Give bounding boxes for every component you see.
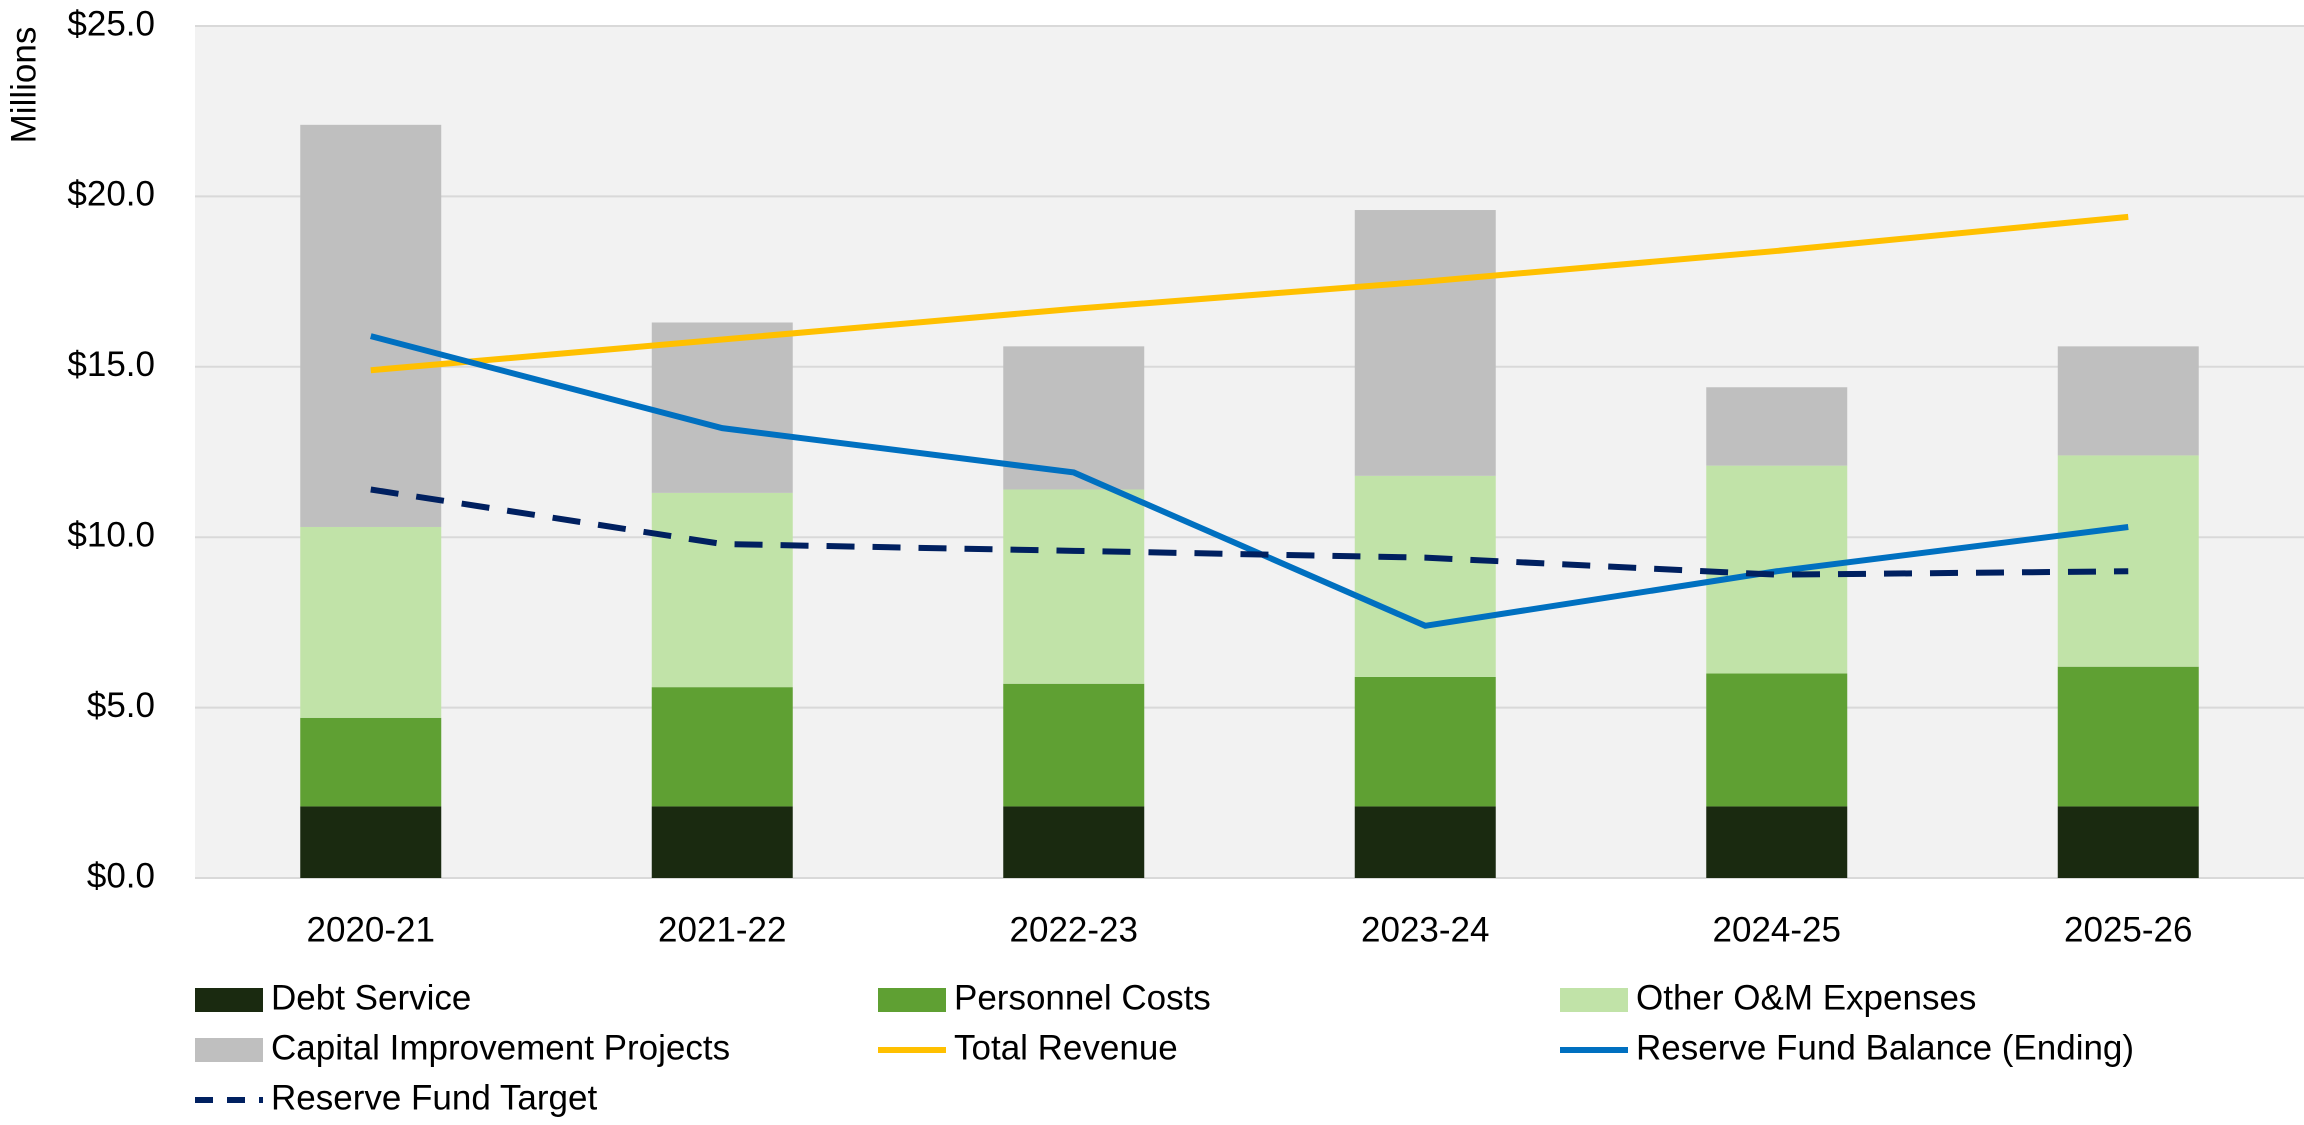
bar-segment bbox=[2057, 666, 2199, 807]
bar-segment bbox=[300, 806, 442, 878]
y-tick-label: $15.0 bbox=[67, 345, 155, 384]
line-series bbox=[370, 213, 2129, 374]
bar-segment bbox=[2057, 346, 2199, 456]
legend-swatch bbox=[195, 988, 263, 1012]
y-tick-label: $10.0 bbox=[67, 515, 155, 554]
y-tick-label: $20.0 bbox=[67, 175, 155, 214]
x-tick-label: 2020-21 bbox=[307, 910, 435, 949]
line-series bbox=[370, 486, 2129, 578]
bar-segment bbox=[1354, 676, 1496, 807]
bar-segment bbox=[1354, 806, 1496, 878]
bar-segment bbox=[651, 687, 793, 807]
line-series bbox=[369, 333, 2129, 629]
y-tick-label: $5.0 bbox=[87, 686, 155, 725]
bar-segment bbox=[1354, 475, 1496, 677]
bar-segment bbox=[300, 526, 442, 718]
x-tick-label: 2025-26 bbox=[2064, 910, 2192, 949]
bar-segment bbox=[1003, 806, 1145, 878]
legend-label: Reserve Fund Balance (Ending) bbox=[1636, 1028, 2134, 1067]
bar-segment bbox=[2057, 455, 2199, 667]
bar-segment bbox=[1003, 683, 1145, 807]
legend-label: Reserve Fund Target bbox=[271, 1078, 597, 1117]
legend-label: Total Revenue bbox=[954, 1028, 1178, 1067]
bar-segment bbox=[300, 124, 442, 527]
legend-label: Debt Service bbox=[271, 978, 471, 1017]
y-axis-label: Millions bbox=[4, 27, 43, 144]
legend-swatch bbox=[1560, 988, 1628, 1012]
x-tick-label: 2023-24 bbox=[1361, 910, 1489, 949]
bar-segment bbox=[651, 492, 793, 688]
x-tick-label: 2021-22 bbox=[658, 910, 786, 949]
legend-swatch bbox=[195, 1038, 263, 1062]
legend-label: Capital Improvement Projects bbox=[271, 1028, 730, 1067]
plot-area bbox=[195, 26, 2304, 878]
bar-segment bbox=[1354, 210, 1496, 476]
bar-segment bbox=[300, 717, 442, 807]
bar-segment bbox=[1706, 387, 1848, 466]
legend-label: Personnel Costs bbox=[954, 978, 1211, 1017]
x-tick-label: 2024-25 bbox=[1713, 910, 1841, 949]
bar-segment bbox=[1706, 673, 1848, 807]
y-tick-label: $25.0 bbox=[67, 4, 155, 43]
bar-segment bbox=[2057, 806, 2199, 878]
legend-label: Other O&M Expenses bbox=[1636, 978, 1976, 1017]
bar-segment bbox=[651, 806, 793, 878]
bar-segment bbox=[651, 322, 793, 493]
legend-swatch bbox=[878, 988, 946, 1012]
bar-segment bbox=[1003, 489, 1145, 684]
x-tick-label: 2022-23 bbox=[1010, 910, 1138, 949]
y-tick-label: $0.0 bbox=[87, 856, 155, 895]
bar-segment bbox=[1706, 806, 1848, 878]
